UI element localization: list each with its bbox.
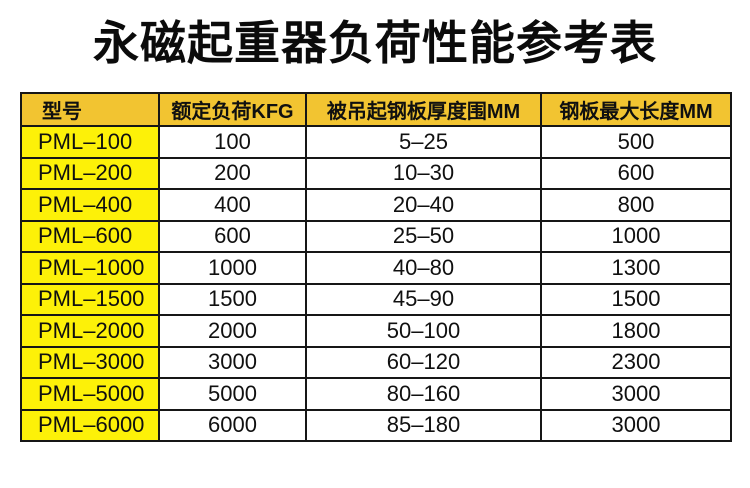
thickness-range-cell: 20–40 [305, 188, 542, 222]
performance-table-container: 型号 额定负荷KFG 被吊起钢板厚度围MM 钢板最大长度MM PML–100 1… [20, 92, 732, 443]
max-length-cell: 1000 [540, 219, 732, 254]
rated-load-cell: 5000 [158, 377, 307, 411]
model-cell: PML–3000 [20, 345, 160, 380]
thickness-range-cell: 10–30 [305, 156, 542, 191]
rated-load-cell: 2000 [158, 314, 307, 348]
column-header-plate-max-length: 钢板最大长度MM [540, 92, 732, 128]
rated-load-cell: 1000 [158, 251, 307, 285]
max-length-cell: 1800 [540, 314, 732, 348]
model-cell: PML–400 [20, 188, 160, 222]
max-length-cell: 1300 [540, 251, 732, 285]
table-header: 型号 额定负荷KFG 被吊起钢板厚度围MM 钢板最大长度MM [20, 92, 732, 128]
thickness-range-cell: 80–160 [305, 377, 542, 411]
column-header-plate-thickness-range: 被吊起钢板厚度围MM [305, 92, 542, 128]
model-cell: PML–1000 [20, 251, 160, 285]
thickness-range-cell: 5–25 [305, 125, 542, 159]
rated-load-cell: 400 [158, 188, 307, 222]
rated-load-cell: 600 [158, 219, 307, 254]
model-cell: PML–1500 [20, 282, 160, 317]
thickness-range-cell: 45–90 [305, 282, 542, 317]
thickness-range-cell: 60–120 [305, 345, 542, 380]
thickness-range-cell: 40–80 [305, 251, 542, 285]
model-cell: PML–2000 [20, 314, 160, 348]
rated-load-cell: 200 [158, 156, 307, 191]
column-header-rated-load: 额定负荷KFG [158, 92, 307, 128]
table-row: PML–200 200 10–30 600 [20, 156, 732, 191]
model-cell: PML–6000 [20, 408, 160, 443]
max-length-cell: 2300 [540, 345, 732, 380]
header-row: 型号 额定负荷KFG 被吊起钢板厚度围MM 钢板最大长度MM [20, 92, 732, 128]
thickness-range-cell: 50–100 [305, 314, 542, 348]
model-cell: PML–100 [20, 125, 160, 159]
table-row: PML–3000 3000 60–120 2300 [20, 345, 732, 380]
page-title: 永磁起重器负荷性能参考表 [93, 17, 657, 69]
max-length-cell: 600 [540, 156, 732, 191]
model-cell: PML–600 [20, 219, 160, 254]
thickness-range-cell: 85–180 [305, 408, 542, 443]
performance-table: 型号 额定负荷KFG 被吊起钢板厚度围MM 钢板最大长度MM PML–100 1… [20, 92, 732, 443]
max-length-cell: 800 [540, 188, 732, 222]
max-length-cell: 3000 [540, 377, 732, 411]
table-row: PML–600 600 25–50 1000 [20, 219, 732, 254]
table-row: PML–100 100 5–25 500 [20, 125, 732, 159]
max-length-cell: 1500 [540, 282, 732, 317]
rated-load-cell: 100 [158, 125, 307, 159]
rated-load-cell: 1500 [158, 282, 307, 317]
table-body: PML–100 100 5–25 500 PML–200 200 10–30 6… [20, 125, 732, 443]
table-row: PML–2000 2000 50–100 1800 [20, 314, 732, 348]
max-length-cell: 500 [540, 125, 732, 159]
column-header-model: 型号 [20, 92, 160, 128]
table-row: PML–1000 1000 40–80 1300 [20, 251, 732, 285]
model-cell: PML–5000 [20, 377, 160, 411]
table-row: PML–6000 6000 85–180 3000 [20, 408, 732, 443]
model-cell: PML–200 [20, 156, 160, 191]
rated-load-cell: 3000 [158, 345, 307, 380]
table-row: PML–400 400 20–40 800 [20, 188, 732, 222]
max-length-cell: 3000 [540, 408, 732, 443]
thickness-range-cell: 25–50 [305, 219, 542, 254]
rated-load-cell: 6000 [158, 408, 307, 443]
table-row: PML–1500 1500 45–90 1500 [20, 282, 732, 317]
table-row: PML–5000 5000 80–160 3000 [20, 377, 732, 411]
